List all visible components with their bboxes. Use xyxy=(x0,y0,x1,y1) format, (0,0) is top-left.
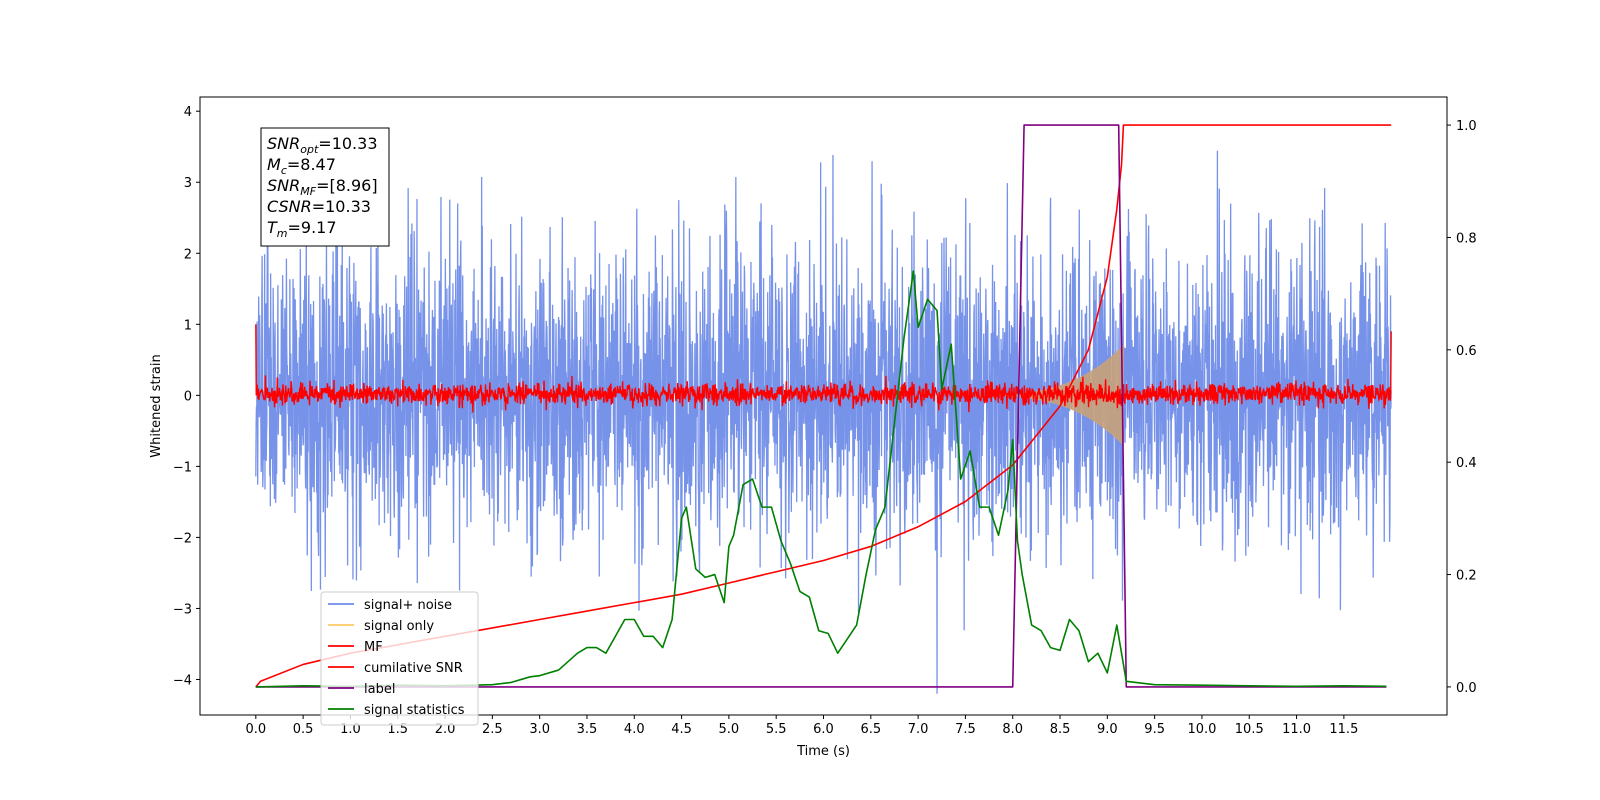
x-tick-label: 0.5 xyxy=(293,722,314,737)
x-tick-label: 5.0 xyxy=(719,722,740,737)
y-left-tick-label: 0 xyxy=(184,389,192,404)
legend-entry-label: signal only xyxy=(364,619,434,634)
info-box: SNRopt=10.33Mc=8.47SNRMF=[8.96]CSNR=10.3… xyxy=(260,127,390,247)
y-axis-label-left: Whitened strain xyxy=(149,354,164,457)
x-tick-label: 10.0 xyxy=(1187,722,1216,737)
y-left-tick-label: 4 xyxy=(184,105,192,120)
y-right-tick-label: 0.6 xyxy=(1456,344,1477,359)
x-tick-label: 6.0 xyxy=(813,722,834,737)
x-tick-label: 4.0 xyxy=(624,722,645,737)
y-left-tick-label: −1 xyxy=(173,460,192,475)
legend-frame xyxy=(320,591,479,726)
y-right-tick-label: 0.2 xyxy=(1456,569,1477,584)
x-tick-label: 8.5 xyxy=(1050,722,1071,737)
x-tick-label: 9.5 xyxy=(1144,722,1165,737)
y-left-tick-label: −4 xyxy=(173,673,192,688)
y-left-tick-label: 1 xyxy=(184,318,192,333)
legend-entry-label: cumilative SNR xyxy=(364,661,463,676)
legend-entry-label: signal+ noise xyxy=(364,598,452,613)
x-tick-label: 2.0 xyxy=(435,722,456,737)
x-tick-label: 4.5 xyxy=(671,722,692,737)
y-right-tick-label: 0.0 xyxy=(1456,681,1477,696)
x-tick-label: 9.0 xyxy=(1097,722,1118,737)
x-tick-label: 7.5 xyxy=(955,722,976,737)
x-tick-label: 10.5 xyxy=(1235,722,1264,737)
x-axis-label: Time (s) xyxy=(796,744,850,759)
y-right-tick-label: 0.8 xyxy=(1456,231,1477,246)
y-left-tick-label: 2 xyxy=(184,247,192,262)
info-box-line: Mc=8.47 xyxy=(267,155,336,177)
y-right-tick-label: 1.0 xyxy=(1456,119,1477,134)
series-mf xyxy=(255,324,1392,413)
y-left-tick-label: −3 xyxy=(173,602,192,617)
x-tick-label: 1.0 xyxy=(340,722,361,737)
info-box-frame xyxy=(260,127,390,247)
y-left-tick-label: −2 xyxy=(173,531,192,546)
info-box-line: Tm=9.17 xyxy=(267,218,337,240)
x-tick-label: 2.5 xyxy=(482,722,503,737)
series-label xyxy=(255,124,1387,688)
y-right-tick-label: 0.4 xyxy=(1456,456,1477,471)
legend: signal+ noise signal only MF cumilative SNR… xyxy=(320,591,479,726)
x-tick-label: 11.0 xyxy=(1282,722,1311,737)
legend-entry-label: signal statistics xyxy=(364,703,465,718)
legend-entry-label: label xyxy=(364,682,395,697)
legend-entry-label: MF xyxy=(364,640,383,655)
series-signal-noise xyxy=(255,150,1392,694)
x-tick-label: 1.5 xyxy=(387,722,408,737)
x-tick-label: 6.5 xyxy=(860,722,881,737)
x-tick-label: 3.0 xyxy=(529,722,550,737)
x-tick-label: 11.5 xyxy=(1329,722,1358,737)
x-tick-label: 8.0 xyxy=(1002,722,1023,737)
series-signal-statistics xyxy=(255,270,1387,688)
x-tick-label: 5.5 xyxy=(766,722,787,737)
y-left-tick-label: 3 xyxy=(184,176,192,191)
info-box-line: SNRMF=[8.96] xyxy=(267,176,378,198)
info-box-line: SNRopt=10.33 xyxy=(267,134,378,156)
info-box-line: CSNR=10.33 xyxy=(267,197,371,216)
x-tick-label: 3.5 xyxy=(577,722,598,737)
x-tick-label: 0.0 xyxy=(245,722,266,737)
axis-ticks: 0.0 0.5 1.0 1.5 2.0 2.5 3.0 3.5 4.0 4.5 5.0 5.5 6.0 6… xyxy=(173,105,1477,737)
x-tick-label: 7.0 xyxy=(908,722,929,737)
